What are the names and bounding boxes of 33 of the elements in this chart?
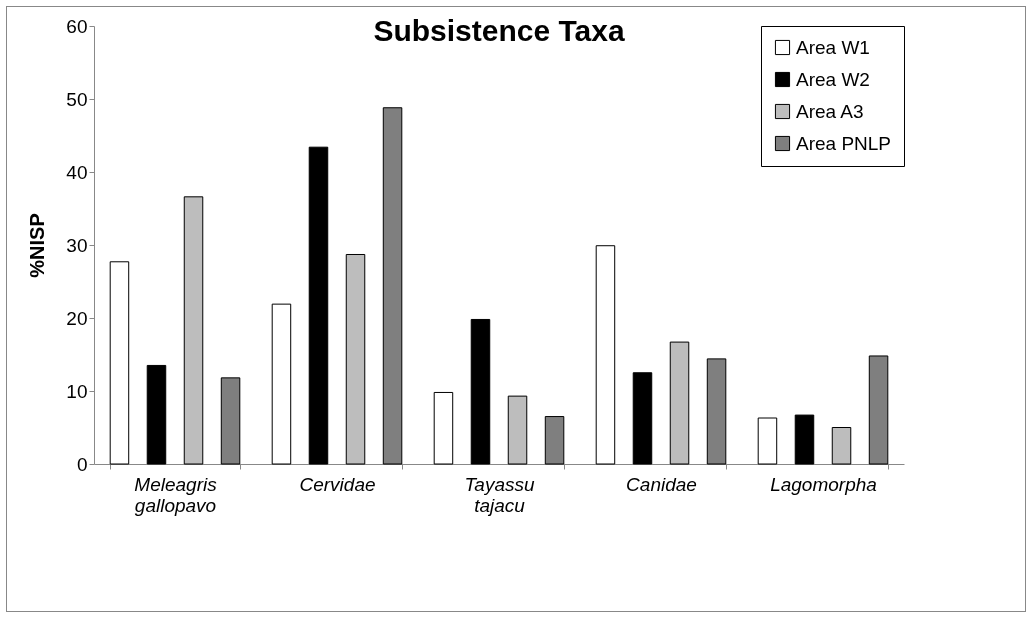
y-tick-label: 10 xyxy=(66,380,88,402)
bar xyxy=(109,261,130,465)
bar xyxy=(669,341,690,465)
bar xyxy=(433,391,454,465)
legend-label: Area PNLP xyxy=(796,132,892,154)
legend-label: Area W1 xyxy=(796,36,870,58)
x-tick-label: Lagomorpha xyxy=(770,473,877,495)
legend-label: Area W2 xyxy=(796,68,870,90)
y-tick-label: 40 xyxy=(66,161,88,183)
bar xyxy=(595,245,616,465)
x-tick-label: Meleagris gallopavo xyxy=(134,473,218,516)
bar xyxy=(271,303,292,465)
y-axis-title: %NISP xyxy=(26,213,49,278)
y-tick-label: 20 xyxy=(66,307,88,329)
x-tick-label: Canidae xyxy=(626,473,697,495)
bar xyxy=(470,318,491,465)
y-tick-label: 60 xyxy=(66,15,88,37)
y-tick-label: 30 xyxy=(66,234,88,256)
bar xyxy=(794,414,815,465)
bar xyxy=(345,253,366,465)
bar xyxy=(308,146,329,465)
bar xyxy=(831,427,852,465)
x-tick-label: Tayassu tajacu xyxy=(464,473,535,516)
bar xyxy=(632,372,653,465)
chart-title: Subsistence Taxa xyxy=(373,14,625,47)
y-tick-label: 0 xyxy=(76,453,88,475)
bar xyxy=(183,196,204,465)
x-tick-label: Cervidae xyxy=(299,473,376,495)
y-tick-label: 50 xyxy=(66,88,88,110)
bar xyxy=(507,395,528,465)
bar xyxy=(757,417,778,465)
legend-label: Area A3 xyxy=(796,100,864,122)
bar xyxy=(146,364,167,465)
